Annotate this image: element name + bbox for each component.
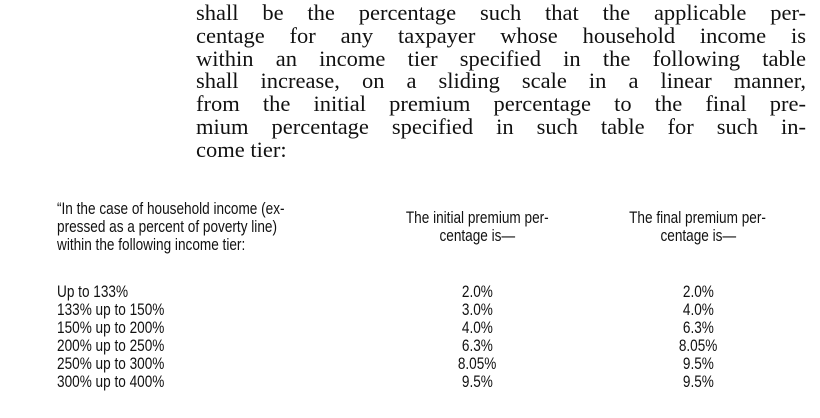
table-row: 250% up to 300% [57,355,191,373]
tier-cell: 300% up to 400% [57,372,165,391]
paragraph-line: centage for any taxpayer whose household… [196,22,806,48]
tier-cell: Up to 133% [57,282,129,301]
paragraph-line: from the initial premium percentage to t… [196,91,806,117]
table-row: 200% up to 250% [57,337,191,355]
income-tier-column: Up to 133% 133% up to 150% 150% up to 20… [57,283,191,391]
header-line: The final premium per- [629,208,767,227]
header-line: pressed as a percent of poverty line) [57,217,277,236]
final-percentage-column: 2.0% 4.0% 6.3% 8.05% 9.5% 9.5% [638,283,758,391]
final-cell: 9.5% [682,354,714,373]
header-income-tier: “In the case of household income (ex- pr… [57,200,341,254]
header-line: centage is— [439,226,515,245]
header-line: centage is— [660,226,736,245]
header-line: “In the case of household income (ex- [57,199,285,218]
initial-cell: 2.0% [461,282,493,301]
header-initial-percentage: The initial premium per- centage is— [357,209,597,245]
final-cell: 2.0% [682,282,714,301]
body-paragraph: shall be the percentage such that the ap… [196,0,806,162]
initial-cell: 9.5% [461,372,493,391]
final-cell: 8.05% [678,336,718,355]
initial-percentage-column: 2.0% 3.0% 4.0% 6.3% 8.05% 9.5% [417,283,537,391]
table-row: 150% up to 200% [57,319,191,337]
header-final-percentage: The final premium per- centage is— [578,209,818,245]
paragraph-line: within an income tier specified in the f… [196,45,806,71]
initial-cell: 8.05% [457,354,497,373]
tier-cell: 150% up to 200% [57,318,165,337]
final-cell: 4.0% [682,300,714,319]
initial-cell: 6.3% [461,336,493,355]
tier-cell: 133% up to 150% [57,300,165,319]
paragraph-line: shall increase, on a sliding scale in a … [196,68,806,94]
paragraph-line: shall be the percentage such that the ap… [196,0,806,25]
header-line: within the following income tier: [57,235,246,254]
table-row: 300% up to 400% [57,373,191,391]
tier-cell: 250% up to 300% [57,354,165,373]
paragraph-line: come tier: [196,136,287,162]
header-line: The initial premium per- [405,208,549,227]
paragraph-line: mium percentage specified in such table … [196,113,806,139]
initial-cell: 4.0% [461,318,493,337]
table-row: Up to 133% [57,283,191,301]
final-cell: 6.3% [682,318,714,337]
final-cell: 9.5% [682,372,714,391]
initial-cell: 3.0% [461,300,493,319]
tier-cell: 200% up to 250% [57,336,165,355]
table-row: 133% up to 150% [57,301,191,319]
